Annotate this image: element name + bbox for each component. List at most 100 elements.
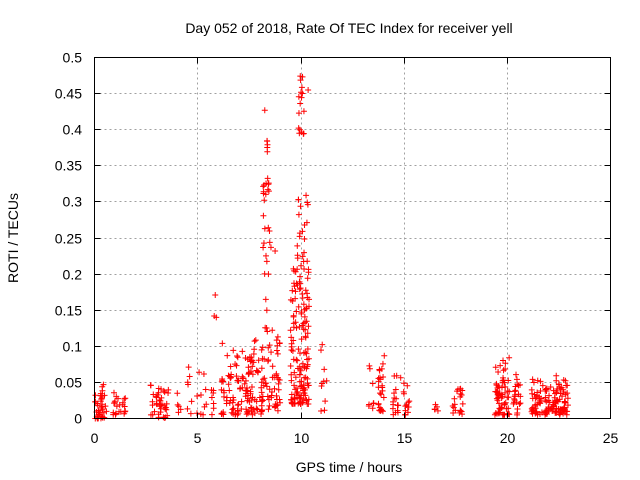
data-point (287, 327, 294, 334)
data-point (247, 390, 254, 397)
data-point (305, 355, 312, 362)
data-point (249, 357, 256, 364)
data-point (301, 249, 308, 256)
data-point (493, 388, 500, 395)
data-point (265, 224, 272, 231)
data-point (164, 412, 171, 419)
data-point (249, 371, 256, 378)
data-point (303, 219, 310, 226)
data-point (266, 342, 273, 349)
data-point (557, 390, 564, 397)
data-point (242, 393, 249, 400)
data-point (405, 403, 412, 410)
data-point (495, 394, 502, 401)
data-point (402, 411, 409, 418)
data-point (219, 340, 226, 347)
data-point (562, 391, 569, 398)
x-tick-label: 15 (397, 430, 413, 446)
data-point (218, 410, 225, 417)
data-point (366, 365, 373, 372)
data-point (147, 411, 154, 418)
data-point (264, 148, 271, 155)
data-point (295, 303, 302, 310)
data-point (305, 86, 312, 93)
data-point (533, 394, 540, 401)
data-point (542, 409, 549, 416)
x-tick-label: 20 (500, 430, 516, 446)
data-point (261, 375, 268, 382)
data-point (208, 387, 215, 394)
data-point (304, 330, 311, 337)
data-point (511, 388, 518, 395)
data-point (516, 400, 523, 407)
data-point (225, 381, 232, 388)
grid-layer (94, 57, 611, 419)
data-point (194, 392, 201, 399)
chart-title: Day 052 of 2018, Rate Of TEC Index for r… (185, 20, 512, 36)
data-point (536, 399, 543, 406)
data-point (543, 387, 550, 394)
data-point (265, 406, 272, 413)
data-point (391, 390, 398, 397)
data-point (499, 393, 506, 400)
data-point (252, 337, 259, 344)
data-point (262, 252, 269, 259)
data-point (116, 408, 123, 415)
data-point (564, 395, 571, 402)
data-point (234, 407, 241, 414)
data-point (500, 367, 507, 374)
data-point (375, 384, 382, 391)
data-point (302, 374, 309, 381)
data-point (296, 126, 303, 133)
data-point (147, 382, 154, 389)
data-point (288, 371, 295, 378)
data-point (292, 374, 299, 381)
data-point (251, 346, 258, 353)
y-axis-title: ROTI / TECUs (5, 193, 21, 283)
data-point (212, 292, 219, 299)
y-tick-label: 0.25 (55, 231, 82, 247)
data-point (375, 375, 382, 382)
data-point (258, 379, 265, 386)
data-point (297, 350, 304, 357)
data-point (291, 267, 298, 274)
data-point (294, 252, 301, 259)
data-point (175, 403, 182, 410)
data-point (233, 362, 240, 369)
data-point (378, 406, 385, 413)
data-point (492, 364, 499, 371)
data-point (165, 386, 172, 393)
data-point (459, 400, 466, 407)
data-point (458, 408, 465, 415)
data-point (102, 403, 109, 410)
data-point (100, 409, 107, 416)
data-point (564, 382, 571, 389)
data-point (237, 385, 244, 392)
data-points (92, 73, 571, 422)
data-point (157, 405, 164, 412)
data-point (394, 402, 401, 409)
data-point (160, 387, 167, 394)
data-point (163, 400, 170, 407)
data-point (529, 395, 536, 402)
data-point (258, 365, 265, 372)
data-point (288, 340, 295, 347)
data-point (297, 203, 304, 210)
y-tick-label: 0.1 (63, 339, 83, 355)
data-point (111, 399, 118, 406)
data-point (290, 324, 297, 331)
data-point (301, 313, 308, 320)
data-point (290, 337, 297, 344)
data-point (253, 405, 260, 412)
data-point (537, 378, 544, 385)
data-point (294, 282, 301, 289)
data-point (261, 197, 268, 204)
data-point (502, 383, 509, 390)
data-point (294, 357, 301, 364)
data-point (299, 295, 306, 302)
data-point (431, 406, 438, 413)
data-point (274, 407, 281, 414)
data-point (226, 387, 233, 394)
data-point (265, 188, 272, 195)
x-tick-labels: 0 5 10 15 20 25 (91, 430, 619, 446)
